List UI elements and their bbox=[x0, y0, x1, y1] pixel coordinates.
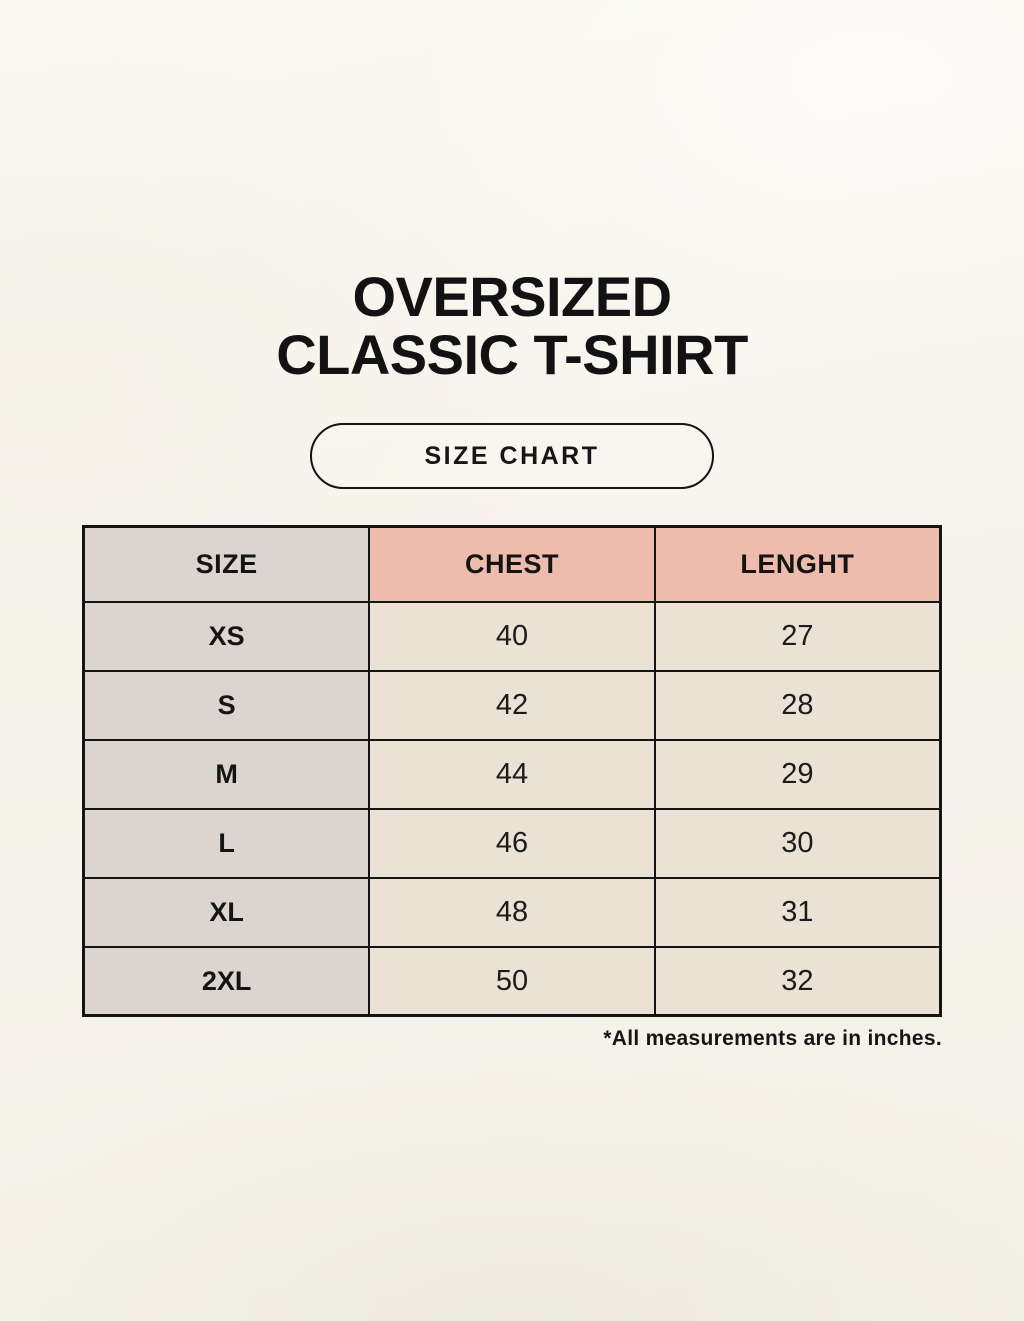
length-value-cell: 32 bbox=[653, 945, 942, 1017]
size-chart-badge[interactable]: SIZE CHART bbox=[310, 423, 714, 490]
size-label-cell: 2XL bbox=[82, 945, 371, 1017]
length-value-cell: 27 bbox=[653, 600, 942, 672]
measurements-footnote: *All measurements are in inches. bbox=[603, 1027, 942, 1051]
length-value-cell: 30 bbox=[653, 807, 942, 879]
table-row: XL 48 31 bbox=[82, 876, 942, 948]
table-row: M 44 29 bbox=[82, 738, 942, 810]
chest-value-cell: 42 bbox=[368, 669, 656, 741]
size-label-cell: XL bbox=[82, 876, 371, 948]
size-label-cell: M bbox=[82, 738, 371, 810]
chest-value-cell: 46 bbox=[368, 807, 656, 879]
size-label-cell: S bbox=[82, 669, 371, 741]
col-header-chest: CHEST bbox=[368, 525, 656, 603]
size-table: SIZE CHEST LENGHT XS 40 27 S 42 28 M bbox=[82, 525, 942, 1018]
table-row: L 46 30 bbox=[82, 807, 942, 879]
chest-value-cell: 48 bbox=[368, 876, 656, 948]
title-line-1: OVERSIZED bbox=[352, 265, 672, 328]
page-title: OVERSIZED CLASSIC T-SHIRT bbox=[0, 0, 1024, 383]
size-label-cell: L bbox=[82, 807, 371, 879]
size-chart-badge-label: SIZE CHART bbox=[424, 441, 600, 470]
length-value-cell: 29 bbox=[653, 738, 942, 810]
col-header-length: LENGHT bbox=[653, 525, 942, 603]
title-line-2: CLASSIC T-SHIRT bbox=[276, 322, 748, 386]
table-row: 2XL 50 32 bbox=[82, 945, 942, 1017]
chest-value-cell: 40 bbox=[368, 600, 656, 672]
table-header-row: SIZE CHEST LENGHT bbox=[82, 525, 942, 603]
chest-value-cell: 44 bbox=[368, 738, 656, 810]
table-row: S 42 28 bbox=[82, 669, 942, 741]
size-label-cell: XS bbox=[82, 600, 371, 672]
col-header-size: SIZE bbox=[82, 525, 371, 603]
chest-value-cell: 50 bbox=[368, 945, 656, 1017]
length-value-cell: 31 bbox=[653, 876, 942, 948]
length-value-cell: 28 bbox=[653, 669, 942, 741]
table-row: XS 40 27 bbox=[82, 600, 942, 672]
